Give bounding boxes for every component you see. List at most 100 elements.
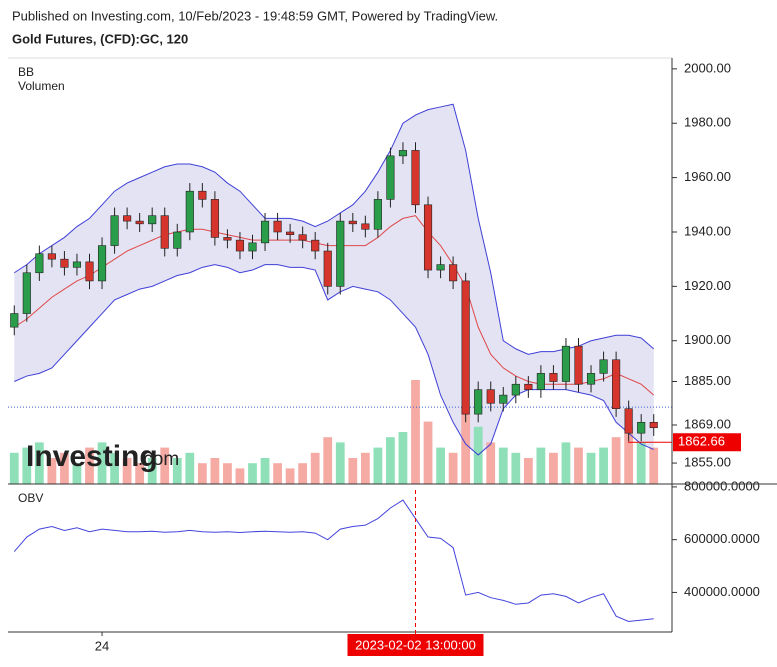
volume-bar bbox=[323, 437, 333, 484]
volume-bar bbox=[423, 421, 433, 484]
obv-line bbox=[13, 499, 654, 622]
volume-bar bbox=[511, 452, 521, 484]
candle-body bbox=[223, 237, 232, 241]
volume-bar bbox=[373, 447, 383, 484]
candle-body bbox=[260, 220, 270, 244]
volume-bar bbox=[611, 437, 621, 484]
bollinger-fill bbox=[14, 104, 654, 455]
volume-bar bbox=[624, 426, 634, 484]
candle-body bbox=[536, 373, 545, 390]
candle-body bbox=[60, 258, 69, 268]
volume-bar bbox=[210, 458, 220, 484]
y-tick-label: 1980.00 bbox=[684, 115, 731, 130]
y-tick-label: 1940.00 bbox=[684, 223, 731, 238]
volume-bar bbox=[461, 406, 471, 484]
volume-bar bbox=[599, 447, 608, 484]
candle-body bbox=[47, 253, 56, 260]
volume-bar bbox=[335, 442, 345, 484]
watermark-brand: Investing bbox=[26, 440, 158, 473]
candle-body bbox=[336, 220, 345, 287]
candle-body bbox=[649, 421, 658, 429]
candle-body bbox=[85, 261, 94, 282]
y-tick-label: 1885.00 bbox=[684, 373, 731, 388]
candle-body bbox=[637, 421, 646, 434]
candle-body bbox=[97, 245, 107, 282]
volume-bar bbox=[411, 380, 420, 484]
candle-body bbox=[110, 215, 119, 246]
candle-body bbox=[123, 215, 132, 222]
candle-body bbox=[586, 373, 596, 385]
candle-body bbox=[612, 359, 621, 409]
candle-body bbox=[198, 190, 207, 200]
candle-body bbox=[549, 373, 558, 382]
candle-body bbox=[436, 264, 445, 271]
candle-body bbox=[348, 220, 357, 225]
candle-body bbox=[10, 313, 19, 328]
volume-bar bbox=[523, 458, 533, 484]
candle-body bbox=[173, 231, 182, 249]
volume-bar bbox=[60, 452, 69, 484]
candle-body bbox=[411, 150, 420, 206]
y-tick-label: 1920.00 bbox=[684, 278, 731, 293]
watermark-suffix: .com bbox=[138, 449, 179, 470]
volume-bar bbox=[649, 447, 659, 484]
y-tick-label: 600000.0000 bbox=[684, 531, 760, 546]
candle-body bbox=[311, 239, 320, 252]
volume-bar bbox=[436, 447, 445, 484]
bollinger-line bbox=[13, 215, 655, 396]
candle-body bbox=[248, 242, 257, 252]
y-tick-label: 1960.00 bbox=[684, 169, 731, 184]
candle-body bbox=[160, 215, 169, 249]
bollinger-line bbox=[14, 264, 654, 456]
crosshair-time-label: 2023-02-02 13:00:00 bbox=[355, 637, 476, 652]
y-tick-label: 800000.0000 bbox=[684, 478, 760, 493]
volume-bar bbox=[498, 447, 508, 484]
y-tick-label: 400000.0000 bbox=[684, 584, 760, 599]
candle-body bbox=[624, 408, 633, 434]
candle-body bbox=[185, 190, 194, 233]
volume-bar bbox=[298, 463, 308, 484]
candle-body bbox=[148, 215, 157, 225]
candle-body bbox=[449, 264, 458, 282]
volume-bar bbox=[160, 447, 170, 484]
candle-body bbox=[235, 239, 245, 252]
volume-bar bbox=[636, 442, 646, 484]
volume-bar bbox=[97, 442, 107, 484]
volume-bar bbox=[486, 442, 496, 484]
last-price-label: 1862.66 bbox=[678, 434, 725, 449]
y-tick-label: 1855.00 bbox=[684, 455, 731, 470]
candle-body bbox=[298, 234, 307, 241]
volume-bar bbox=[348, 458, 358, 484]
volume-bar bbox=[360, 452, 370, 484]
legend-entry: Volumen bbox=[18, 79, 65, 93]
x-tick-label: 24 bbox=[95, 638, 109, 653]
candle-body bbox=[72, 261, 82, 268]
legend-entry: BB bbox=[18, 65, 34, 79]
candle-body bbox=[511, 383, 520, 396]
instrument-title: Gold Futures, (CFD):GC, 120 bbox=[12, 31, 188, 46]
candle-body bbox=[474, 389, 483, 415]
candle-body bbox=[561, 345, 571, 382]
volume-bar bbox=[310, 452, 320, 484]
volume-bar bbox=[549, 452, 558, 484]
volume-bar bbox=[223, 463, 232, 484]
y-tick-label: 1900.00 bbox=[684, 332, 731, 347]
candle-body bbox=[386, 155, 395, 200]
volume-bar bbox=[22, 447, 32, 484]
published-note: Published on Investing.com, 10/Feb/2023 … bbox=[12, 8, 498, 23]
volume-bar bbox=[285, 468, 295, 484]
candle-body bbox=[524, 383, 533, 390]
candle-body bbox=[373, 199, 382, 230]
legend-entry: OBV bbox=[18, 491, 43, 505]
candle-body bbox=[361, 223, 370, 230]
volume-bar bbox=[260, 458, 270, 484]
candle-body bbox=[135, 220, 144, 225]
volume-bar bbox=[586, 452, 596, 484]
candle-body bbox=[461, 280, 470, 415]
candle-body bbox=[398, 150, 408, 157]
volume-bar bbox=[185, 452, 195, 484]
volume-bar bbox=[47, 458, 57, 484]
volume-bar bbox=[273, 463, 282, 484]
volume-bar bbox=[122, 458, 132, 484]
